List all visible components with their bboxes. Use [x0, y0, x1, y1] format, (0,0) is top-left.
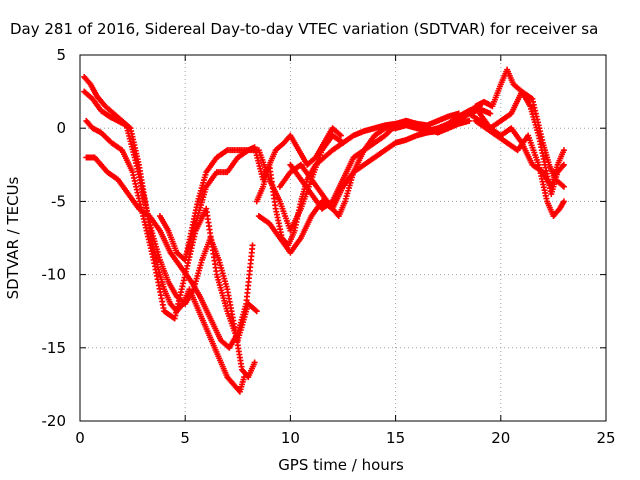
y-tick-label: 5: [56, 46, 66, 64]
x-tick-label: 20: [491, 429, 510, 447]
y-tick-label: -15: [42, 339, 67, 357]
plot-frame: [79, 54, 607, 422]
x-tick-label: 25: [596, 429, 615, 447]
y-tick-label: -5: [51, 192, 66, 210]
y-axis-label: SDTVAR / TECUs: [4, 176, 22, 299]
x-tick-label: 15: [386, 429, 405, 447]
series-3: [83, 154, 256, 351]
series-3-markers: [83, 154, 256, 351]
series-9-markers: [287, 106, 494, 212]
series-9: [287, 106, 494, 212]
grid-lines: [80, 55, 606, 421]
chart-title: Day 281 of 2016, Sidereal Day-to-day VTE…: [10, 20, 598, 38]
y-tick-label: -20: [42, 412, 67, 430]
y-tick-label: 0: [56, 119, 66, 137]
x-axis-label: GPS time / hours: [278, 456, 404, 474]
x-tick-label: 0: [75, 429, 85, 447]
x-tick-label: 5: [180, 429, 190, 447]
x-tick-label: 10: [281, 429, 300, 447]
series-4-markers: [156, 132, 346, 263]
series-4: [156, 132, 346, 263]
series-13-markers: [476, 110, 567, 190]
series-13: [476, 110, 567, 190]
axis-ticks: 0 5 10 15 20 25 -20 -15 -10 -5 0 5: [42, 46, 616, 447]
y-tick-label: -10: [42, 266, 67, 284]
data-points: [81, 66, 567, 395]
